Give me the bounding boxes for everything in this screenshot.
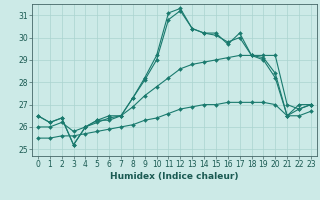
- X-axis label: Humidex (Indice chaleur): Humidex (Indice chaleur): [110, 172, 239, 181]
